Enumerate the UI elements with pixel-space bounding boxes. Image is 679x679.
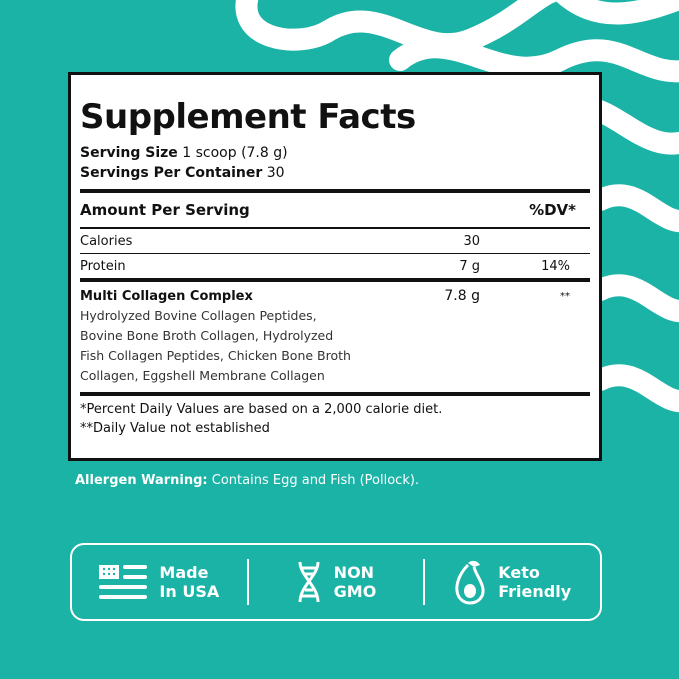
- row-name: Protein: [80, 258, 126, 274]
- dv-header: %DV*: [529, 201, 576, 219]
- us-flag-icon: [99, 565, 148, 599]
- allergen-label: Allergen Warning:: [75, 473, 208, 488]
- complex-dv: **: [560, 290, 570, 302]
- servings-value: 30: [266, 165, 285, 181]
- ingredients-list: Hydrolyzed Bovine Collagen Peptides, Bov…: [80, 306, 590, 386]
- row-amount: 30: [463, 233, 480, 249]
- complex-name: Multi Collagen Complex: [80, 288, 253, 304]
- divider: [246, 559, 249, 605]
- badge-made-in-usa: Made In USA: [72, 563, 247, 601]
- badge-line: Friendly: [498, 582, 572, 601]
- amount-header: Amount Per Serving: [80, 201, 250, 219]
- badges-bar: Made In USA NON GMO Keto Friendly: [70, 543, 602, 621]
- badge-line: GMO: [333, 582, 377, 601]
- footnote: *Percent Daily Values are based on a 2,0…: [80, 402, 443, 417]
- facts-title: Supplement Facts: [80, 97, 416, 137]
- dna-icon: [298, 561, 320, 603]
- servings-per-container: Servings Per Container 30: [80, 163, 590, 183]
- servings-label: Servings Per Container: [80, 165, 263, 181]
- table-row: Calories 30: [80, 229, 590, 253]
- footnote: **Daily Value not established: [80, 421, 270, 436]
- allergen-warning: Allergen Warning: Contains Egg and Fish …: [75, 473, 419, 488]
- table-row: Protein 7 g 14%: [80, 254, 590, 278]
- ingredient-line: Collagen, Eggshell Membrane Collagen: [80, 368, 325, 383]
- row-name: Calories: [80, 233, 133, 249]
- row-dv: 14%: [541, 258, 570, 274]
- serving-size: Serving Size 1 scoop (7.8 g): [80, 143, 590, 163]
- ingredient-line: Bovine Bone Broth Collagen, Hydrolyzed: [80, 328, 334, 343]
- footnotes: *Percent Daily Values are based on a 2,0…: [80, 396, 590, 438]
- serving-size-value: 1 scoop (7.8 g): [182, 145, 288, 161]
- supplement-facts-panel: Supplement Facts Serving Size 1 scoop (7…: [68, 72, 602, 461]
- badge-line: NON: [333, 563, 375, 582]
- ingredient-line: Fish Collagen Peptides, Chicken Bone Bro…: [80, 348, 351, 363]
- badge-line: Keto: [498, 563, 540, 582]
- avocado-icon: [455, 560, 485, 605]
- header-row: Amount Per Serving %DV*: [80, 193, 590, 227]
- badge-non-gmo: NON GMO: [249, 560, 424, 604]
- badge-keto-friendly: Keto Friendly: [425, 559, 600, 605]
- divider: [423, 559, 426, 605]
- complex-row: Multi Collagen Complex 7.8 g **: [80, 286, 590, 306]
- allergen-text: Contains Egg and Fish (Pollock).: [211, 473, 420, 488]
- badge-line: In USA: [159, 582, 220, 601]
- serving-size-label: Serving Size: [80, 145, 178, 161]
- badge-line: Made: [159, 563, 209, 582]
- ingredient-line: Hydrolyzed Bovine Collagen Peptides,: [80, 308, 317, 323]
- row-amount: 7 g: [459, 258, 480, 274]
- complex-amount: 7.8 g: [444, 288, 480, 304]
